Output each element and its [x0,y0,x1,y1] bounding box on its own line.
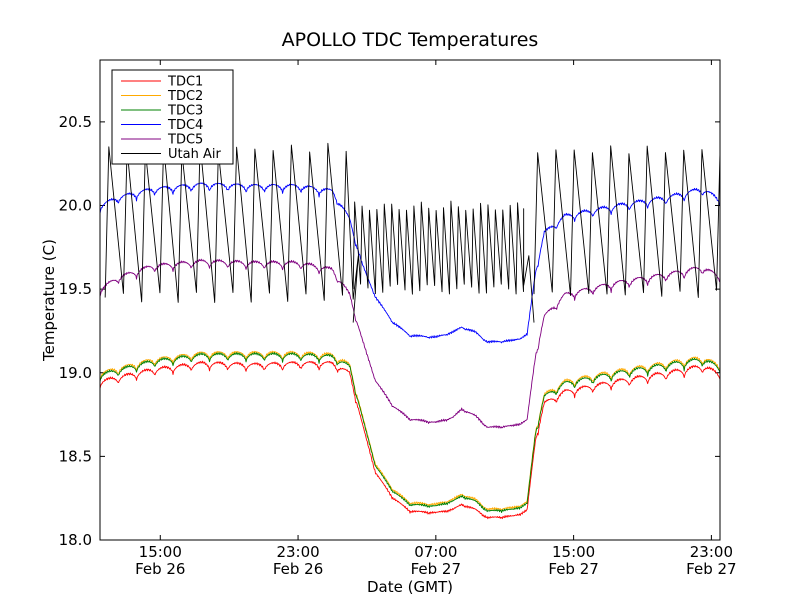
series-line-tdc5 [100,258,720,429]
legend-label: TDC3 [167,104,203,119]
y-tick-label: 19.0 [59,364,92,382]
x-tick-date-label: Feb 26 [135,560,185,578]
legend-label: TDC4 [167,118,203,133]
legend-box [111,69,234,165]
series-line-tdc3 [100,352,720,513]
x-tick-date-label: Feb 27 [548,560,598,578]
legend-label: TDC1 [167,75,203,90]
y-tick-label: 18.5 [59,447,92,465]
legend-label: TDC2 [167,89,203,104]
x-tick-time-label: 15:00 [552,543,595,561]
y-tick-label: 18.0 [59,531,92,549]
x-axis-label: Date (GMT) [367,578,453,596]
x-tick-time-label: 23:00 [690,543,733,561]
legend-label: Utah Air [168,147,221,162]
y-tick-label: 19.5 [59,280,92,298]
series-line-tdc1 [100,360,720,520]
x-tick-time-label: 23:00 [276,543,319,561]
plot-frame [99,59,721,541]
legend-label: TDC5 [167,133,203,148]
x-tick-date-label: Feb 27 [411,560,461,578]
y-axis-label: Temperature (C) [40,239,58,362]
x-tick-date-label: Feb 27 [686,560,736,578]
y-tick-label: 20.0 [59,197,92,215]
y-tick-label: 20.5 [59,113,92,131]
series-lines [100,142,720,520]
chart-title: APOLLO TDC Temperatures [282,29,539,51]
x-tick-date-label: Feb 26 [273,560,323,578]
x-tick-time-label: 15:00 [139,543,182,561]
x-tick-time-label: 07:00 [414,543,457,561]
